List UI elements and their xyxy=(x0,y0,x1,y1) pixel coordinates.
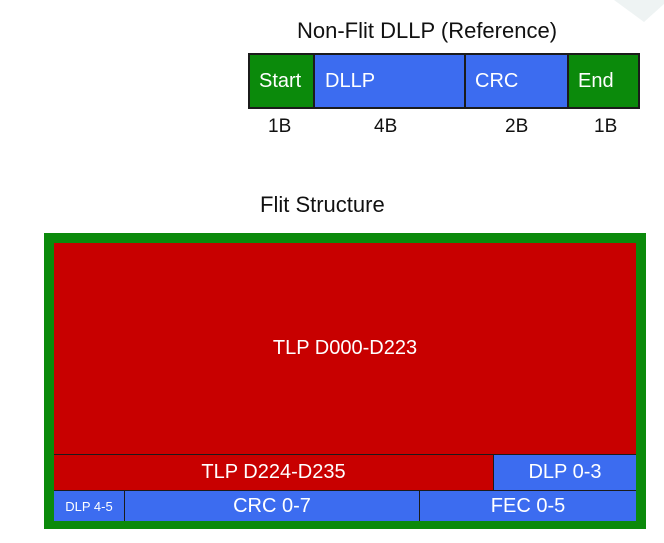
dllp-end-field: End xyxy=(569,53,640,109)
dllp-payload-field: DLLP xyxy=(315,53,466,109)
dllp-title: Non-Flit DLLP (Reference) xyxy=(297,18,558,43)
dlp-4-5-block: DLP 4-5 xyxy=(54,490,124,521)
size-crc: 2B xyxy=(505,116,529,137)
dllp-size-labels: 1B 4B 2B 1B xyxy=(248,116,640,142)
tlp-d224-d235-block: TLP D224-D235 xyxy=(54,454,493,490)
fec-0-5-block: FEC 0-5 xyxy=(419,490,636,521)
size-end: 1B xyxy=(594,116,618,137)
dllp-start-field: Start xyxy=(248,53,315,109)
tlp-d000-d223-block: TLP D000-D223 xyxy=(54,243,636,454)
flit-frame: TLP D000-D223 TLP D224-D235 DLP 0-3 DLP … xyxy=(44,233,646,529)
size-dllp: 4B xyxy=(374,116,398,137)
corner-decoration xyxy=(614,0,664,22)
crc-0-7-block: CRC 0-7 xyxy=(124,490,419,521)
dlp-0-3-block: DLP 0-3 xyxy=(493,454,636,490)
flit-title: Flit Structure xyxy=(260,192,385,217)
dllp-crc-field: CRC xyxy=(466,53,569,109)
dllp-packet: Start DLLP CRC End xyxy=(248,53,640,109)
size-start: 1B xyxy=(268,116,292,137)
